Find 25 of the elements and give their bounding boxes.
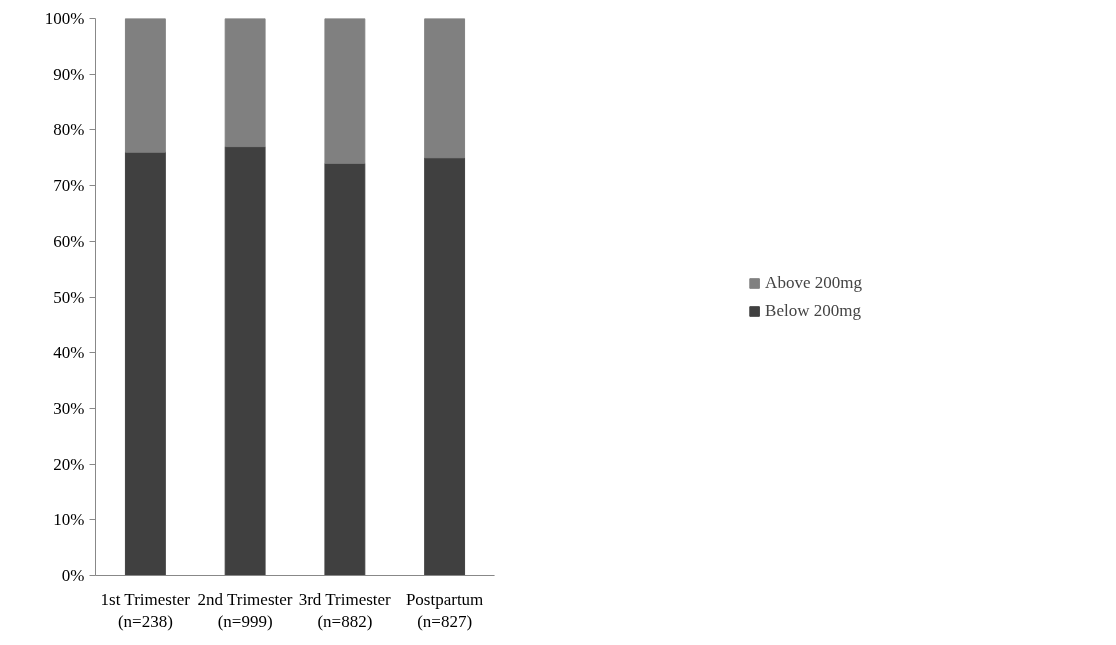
y-tick-label: 0% bbox=[61, 566, 85, 585]
bar bbox=[224, 18, 266, 148]
legend-label: Above 200mg bbox=[765, 272, 862, 293]
bar bbox=[124, 18, 166, 153]
y-tick-label: 70% bbox=[53, 176, 85, 196]
legend-label: Below 200mg bbox=[765, 300, 861, 321]
bar bbox=[424, 18, 466, 159]
y-tick-label: 60% bbox=[53, 231, 85, 251]
y-tick-label: 20% bbox=[53, 454, 85, 474]
y-tick-label: 100% bbox=[44, 9, 85, 28]
y-tick-label: 10% bbox=[53, 510, 85, 530]
bar bbox=[124, 151, 166, 576]
y-tick-label: 40% bbox=[53, 343, 85, 363]
bar bbox=[224, 146, 266, 576]
x-tick-label: 3rd Trimester (n=882) bbox=[298, 589, 392, 632]
x-tick-label: Postpartum (n=827) bbox=[405, 589, 484, 632]
y-tick-label: 50% bbox=[53, 287, 85, 307]
bar bbox=[324, 18, 366, 164]
x-tick-label: 2nd Trimester (n=999) bbox=[197, 589, 293, 632]
x-tick-label: 1st Trimester (n=238) bbox=[100, 589, 191, 632]
bar bbox=[424, 157, 466, 576]
y-tick-label: 30% bbox=[53, 398, 85, 418]
y-tick-label: 80% bbox=[53, 120, 85, 140]
y-tick-label: 90% bbox=[53, 64, 85, 84]
bar bbox=[324, 162, 366, 576]
